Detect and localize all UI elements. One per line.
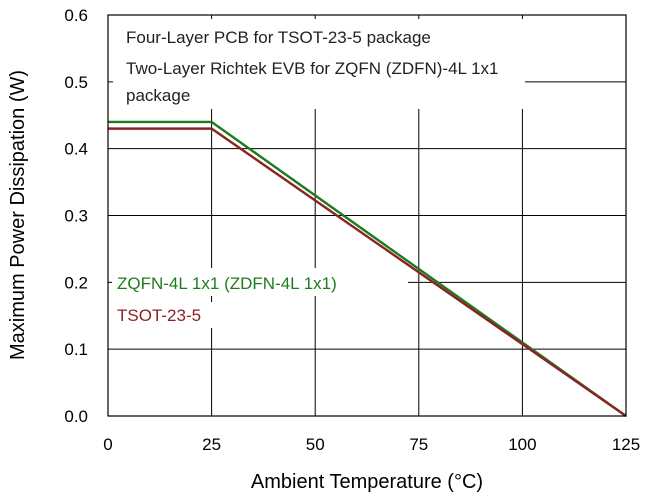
y-tick-label: 0.5 xyxy=(64,73,88,92)
annotation-line-3: package xyxy=(126,86,190,105)
series-line-zqfn xyxy=(108,120,627,417)
series-lines xyxy=(108,120,627,417)
x-tick-label: 0 xyxy=(103,435,112,454)
y-tick-label: 0.6 xyxy=(64,6,88,25)
series-label-zqfn: ZQFN-4L 1x1 (ZDFN-4L 1x1) xyxy=(117,274,337,293)
x-tick-label: 25 xyxy=(202,435,221,454)
y-tick-label: 0.2 xyxy=(64,273,88,292)
x-tick-labels: 0 25 50 75 100 125 xyxy=(103,435,640,454)
y-tick-labels: 0.0 0.1 0.2 0.3 0.4 0.5 0.6 xyxy=(64,6,88,426)
y-tick-label: 0.3 xyxy=(64,207,88,226)
y-tick-label: 0.4 xyxy=(64,140,88,159)
annotation-box xyxy=(113,19,525,109)
x-axis-title: Ambient Temperature (°C) xyxy=(251,471,483,493)
series-line-tsot xyxy=(108,127,627,417)
series-label-zqfn-bg xyxy=(112,268,408,296)
y-axis-title: Maximum Power Dissipation (W) xyxy=(7,70,29,360)
series-label-tsot-bg xyxy=(112,302,228,328)
x-tick-label: 75 xyxy=(409,435,428,454)
x-tick-label: 50 xyxy=(306,435,325,454)
x-tick-label: 125 xyxy=(612,435,640,454)
annotation-line-2: Two-Layer Richtek EVB for ZQFN (ZDFN)-4L… xyxy=(126,59,499,78)
annotation-line-1: Four-Layer PCB for TSOT-23-5 package xyxy=(126,28,431,47)
x-tick-label: 100 xyxy=(508,435,536,454)
plot-frame xyxy=(107,14,627,417)
series-label-tsot: TSOT-23-5 xyxy=(117,306,201,325)
y-tick-label: 0.1 xyxy=(64,340,88,359)
y-tick-label: 0.0 xyxy=(64,407,88,426)
